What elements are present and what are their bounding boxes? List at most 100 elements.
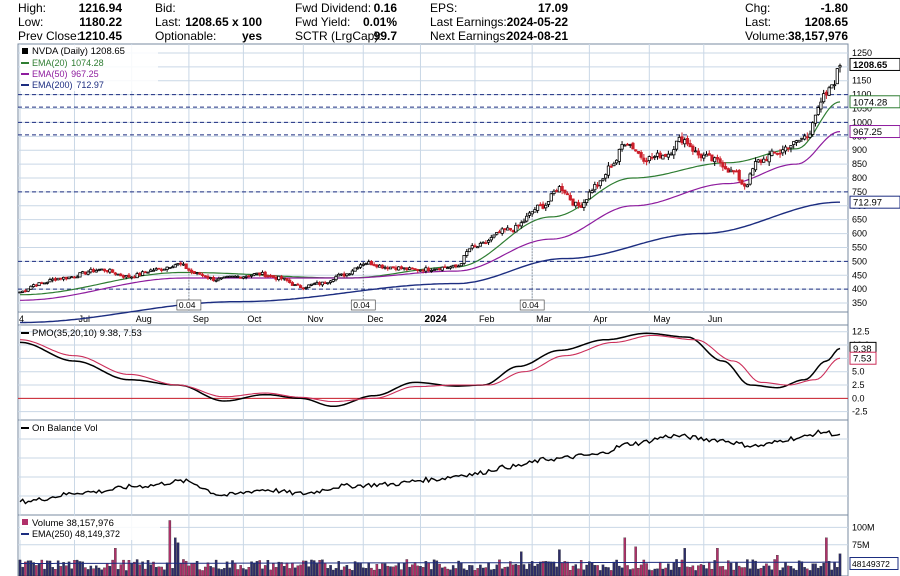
candle-body	[557, 186, 562, 193]
candle-body	[26, 288, 30, 292]
volume-bar	[193, 563, 196, 576]
candle-body	[407, 267, 412, 270]
pmo-signal-line	[19, 334, 841, 403]
volume-bar	[539, 561, 542, 576]
candle-body	[617, 148, 621, 162]
volume-bar	[462, 568, 466, 576]
candle-body	[598, 180, 602, 187]
candle-body	[59, 277, 63, 280]
candle-body	[348, 273, 352, 276]
candle-body	[773, 151, 777, 154]
volume-bar	[797, 560, 801, 576]
volume-bar	[694, 570, 697, 576]
volume-bar	[73, 560, 76, 576]
price-y-tick-label: 800	[852, 173, 867, 183]
volume-bar	[146, 560, 150, 576]
volume-bar	[86, 569, 90, 576]
candle-body	[285, 278, 289, 281]
candle-body	[391, 266, 395, 269]
price-tag-box	[849, 95, 900, 109]
candle-body	[623, 144, 627, 147]
candle-body	[451, 264, 455, 268]
pmo-line	[19, 332, 841, 408]
price-tag-label: 1208.65	[853, 60, 888, 71]
header-value: 17.09	[537, 1, 568, 15]
candle-body	[356, 267, 360, 270]
candle-body	[394, 267, 398, 270]
volume-bar	[89, 565, 93, 576]
price-tag-box	[849, 125, 900, 139]
candle-body	[119, 273, 123, 277]
candle-body	[647, 156, 651, 162]
ema-legend-name: EMA(200)	[32, 80, 73, 90]
header-label: Last Earnings:	[430, 15, 507, 29]
volume-bar	[620, 567, 624, 576]
candle-body	[345, 273, 349, 277]
candle-body	[181, 263, 186, 266]
volume-bar	[699, 564, 703, 576]
candle-body	[165, 266, 169, 270]
volume-bar	[838, 553, 842, 576]
candle-body	[565, 193, 570, 196]
volume-bar	[495, 564, 498, 576]
candle-body	[342, 273, 346, 277]
candle-body	[525, 215, 529, 222]
candle-body	[132, 276, 137, 279]
candle-body	[170, 266, 175, 269]
candle-body	[70, 276, 74, 279]
candle-body	[388, 266, 393, 270]
volume-bar	[51, 567, 54, 576]
candle-body	[405, 267, 409, 271]
candle-body	[634, 149, 638, 152]
header-value: yes	[241, 29, 262, 43]
header-value: 0.16	[373, 1, 397, 15]
candle-body	[217, 277, 221, 281]
candle-body	[680, 136, 684, 144]
candle-body	[97, 269, 101, 271]
candle-body	[418, 269, 423, 272]
candle-body	[121, 275, 126, 278]
candle-body	[399, 266, 403, 269]
candle-body	[244, 275, 248, 278]
candle-body	[421, 269, 425, 272]
dividend-marker-box	[176, 299, 202, 311]
volume-bar	[724, 569, 727, 576]
price-y-tick-label: 650	[852, 215, 867, 225]
candle-body	[503, 228, 507, 231]
volume-ema-line	[20, 561, 840, 564]
volume-bar	[778, 570, 782, 576]
candle-body	[628, 144, 632, 146]
volume-bar	[291, 563, 294, 576]
candle-body	[29, 285, 33, 290]
volume-bar	[514, 563, 518, 576]
x-tick-label: May	[653, 314, 671, 324]
volume-bar	[618, 565, 621, 576]
volume-bar	[351, 570, 354, 576]
candle-body	[530, 211, 534, 215]
candle-body	[260, 271, 265, 275]
volume-bar	[740, 567, 744, 576]
volume-bar	[582, 569, 586, 576]
volume-bar	[520, 551, 523, 576]
volume-bar	[599, 570, 602, 576]
price-tag-label: 1074.28	[853, 97, 887, 108]
header-label: Prev Close:	[18, 29, 81, 43]
x-tick-label: 2024	[424, 314, 447, 325]
volume-bar	[427, 562, 430, 576]
volume-bar	[285, 562, 289, 576]
obv-title: On Balance Vol	[32, 423, 98, 434]
candle-body	[642, 157, 646, 162]
volume-bar	[29, 560, 33, 576]
volume-bar	[822, 562, 825, 576]
candle-body	[832, 84, 837, 87]
volume-bar	[184, 561, 188, 576]
volume-bar	[67, 561, 71, 576]
volume-bar	[470, 565, 474, 576]
candle-body	[271, 275, 275, 278]
volume-bar	[54, 569, 57, 576]
volume-bar	[549, 561, 553, 576]
x-tick-label: Feb	[479, 314, 495, 324]
candle-body	[203, 275, 207, 278]
candle-body	[604, 174, 608, 179]
candle-body	[301, 287, 305, 290]
